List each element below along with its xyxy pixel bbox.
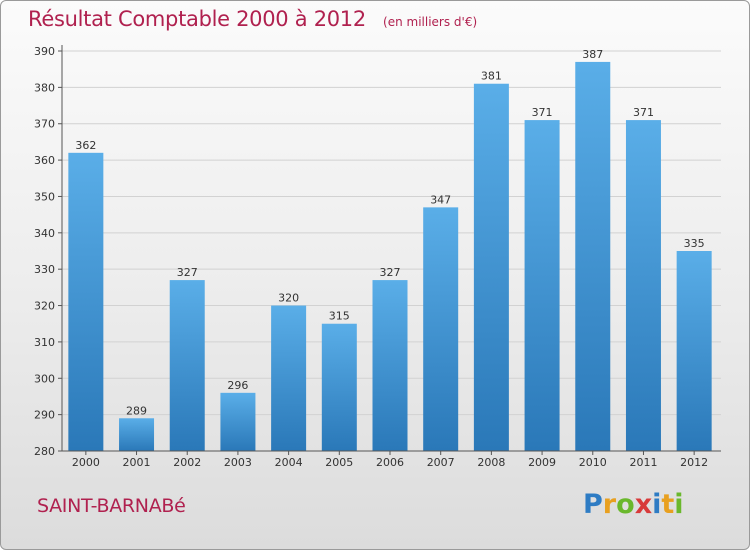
data-label: 315	[329, 310, 350, 323]
data-label: 387	[582, 48, 603, 61]
logo-letter: r	[602, 489, 617, 520]
x-tick-label: 2005	[325, 456, 353, 469]
data-label: 320	[278, 292, 299, 305]
bars: 362 289 327 296 320 315 327 347 381 371 387 371 335	[68, 48, 712, 452]
logo-letter: o	[616, 489, 635, 520]
bar	[119, 418, 155, 451]
bar	[271, 305, 307, 451]
chart-subtitle: (en milliers d'€)	[383, 15, 478, 29]
chart-title: Résultat Comptable 2000 à 2012	[28, 7, 366, 31]
x-tick-label: 2008	[477, 456, 505, 469]
y-tick-label: 370	[34, 118, 55, 131]
data-label: 296	[227, 379, 248, 392]
y-tick-label: 320	[34, 300, 55, 313]
proxiti-logo: Proxiti	[583, 489, 684, 520]
y-tick-label: 350	[34, 190, 55, 203]
data-label: 381	[481, 70, 502, 83]
y-tick-label: 330	[34, 263, 55, 276]
y-tick-label: 380	[34, 81, 55, 94]
logo-letter: i	[652, 489, 662, 520]
x-tick-label: 2002	[173, 456, 201, 469]
logo-letter: P	[583, 489, 603, 520]
x-tick-label: 2006	[376, 456, 404, 469]
logo-letter: x	[634, 489, 653, 520]
data-label: 335	[684, 237, 705, 250]
bar	[321, 323, 357, 451]
x-tick-label: 2001	[123, 456, 151, 469]
bar	[575, 61, 611, 452]
data-label: 371	[633, 106, 654, 119]
logo-letter: i	[674, 489, 684, 520]
x-tick-label: 2009	[528, 456, 556, 469]
logo-letter: t	[661, 489, 675, 520]
y-tick-label: 290	[34, 409, 55, 422]
data-label: 362	[75, 139, 96, 152]
x-tick-label: 2003	[224, 456, 252, 469]
bar	[68, 152, 104, 451]
data-label: 371	[532, 106, 553, 119]
bar	[220, 392, 256, 451]
y-tick-label: 340	[34, 227, 55, 240]
x-tick-label: 2007	[427, 456, 455, 469]
data-label: 289	[126, 404, 147, 417]
y-tick-label: 310	[34, 336, 55, 349]
bar	[625, 120, 661, 451]
y-tick-label: 360	[34, 154, 55, 167]
commune-name: SAINT-BARNABé	[37, 495, 186, 517]
x-tick-label: 2004	[275, 456, 303, 469]
title-row: Résultat Comptable 2000 à 2012 (en milli…	[28, 7, 477, 31]
bar	[372, 280, 408, 451]
x-tick-label: 2011	[629, 456, 657, 469]
data-label: 347	[430, 193, 451, 206]
x-tick-label: 2012	[680, 456, 708, 469]
y-tick-label: 280	[34, 445, 55, 458]
y-tick-label: 390	[34, 45, 55, 58]
axes: 280 290 300 310 320 330 340 350 360 370 380 390 2000…	[34, 45, 721, 469]
bar	[423, 207, 459, 451]
data-label: 327	[177, 266, 198, 279]
x-tick-label: 2000	[72, 456, 100, 469]
bar	[676, 251, 712, 451]
bar	[524, 120, 560, 451]
bar	[169, 280, 205, 451]
bar	[473, 83, 509, 452]
x-tick-label: 2010	[579, 456, 607, 469]
data-label: 327	[380, 266, 401, 279]
y-tick-label: 300	[34, 372, 55, 385]
